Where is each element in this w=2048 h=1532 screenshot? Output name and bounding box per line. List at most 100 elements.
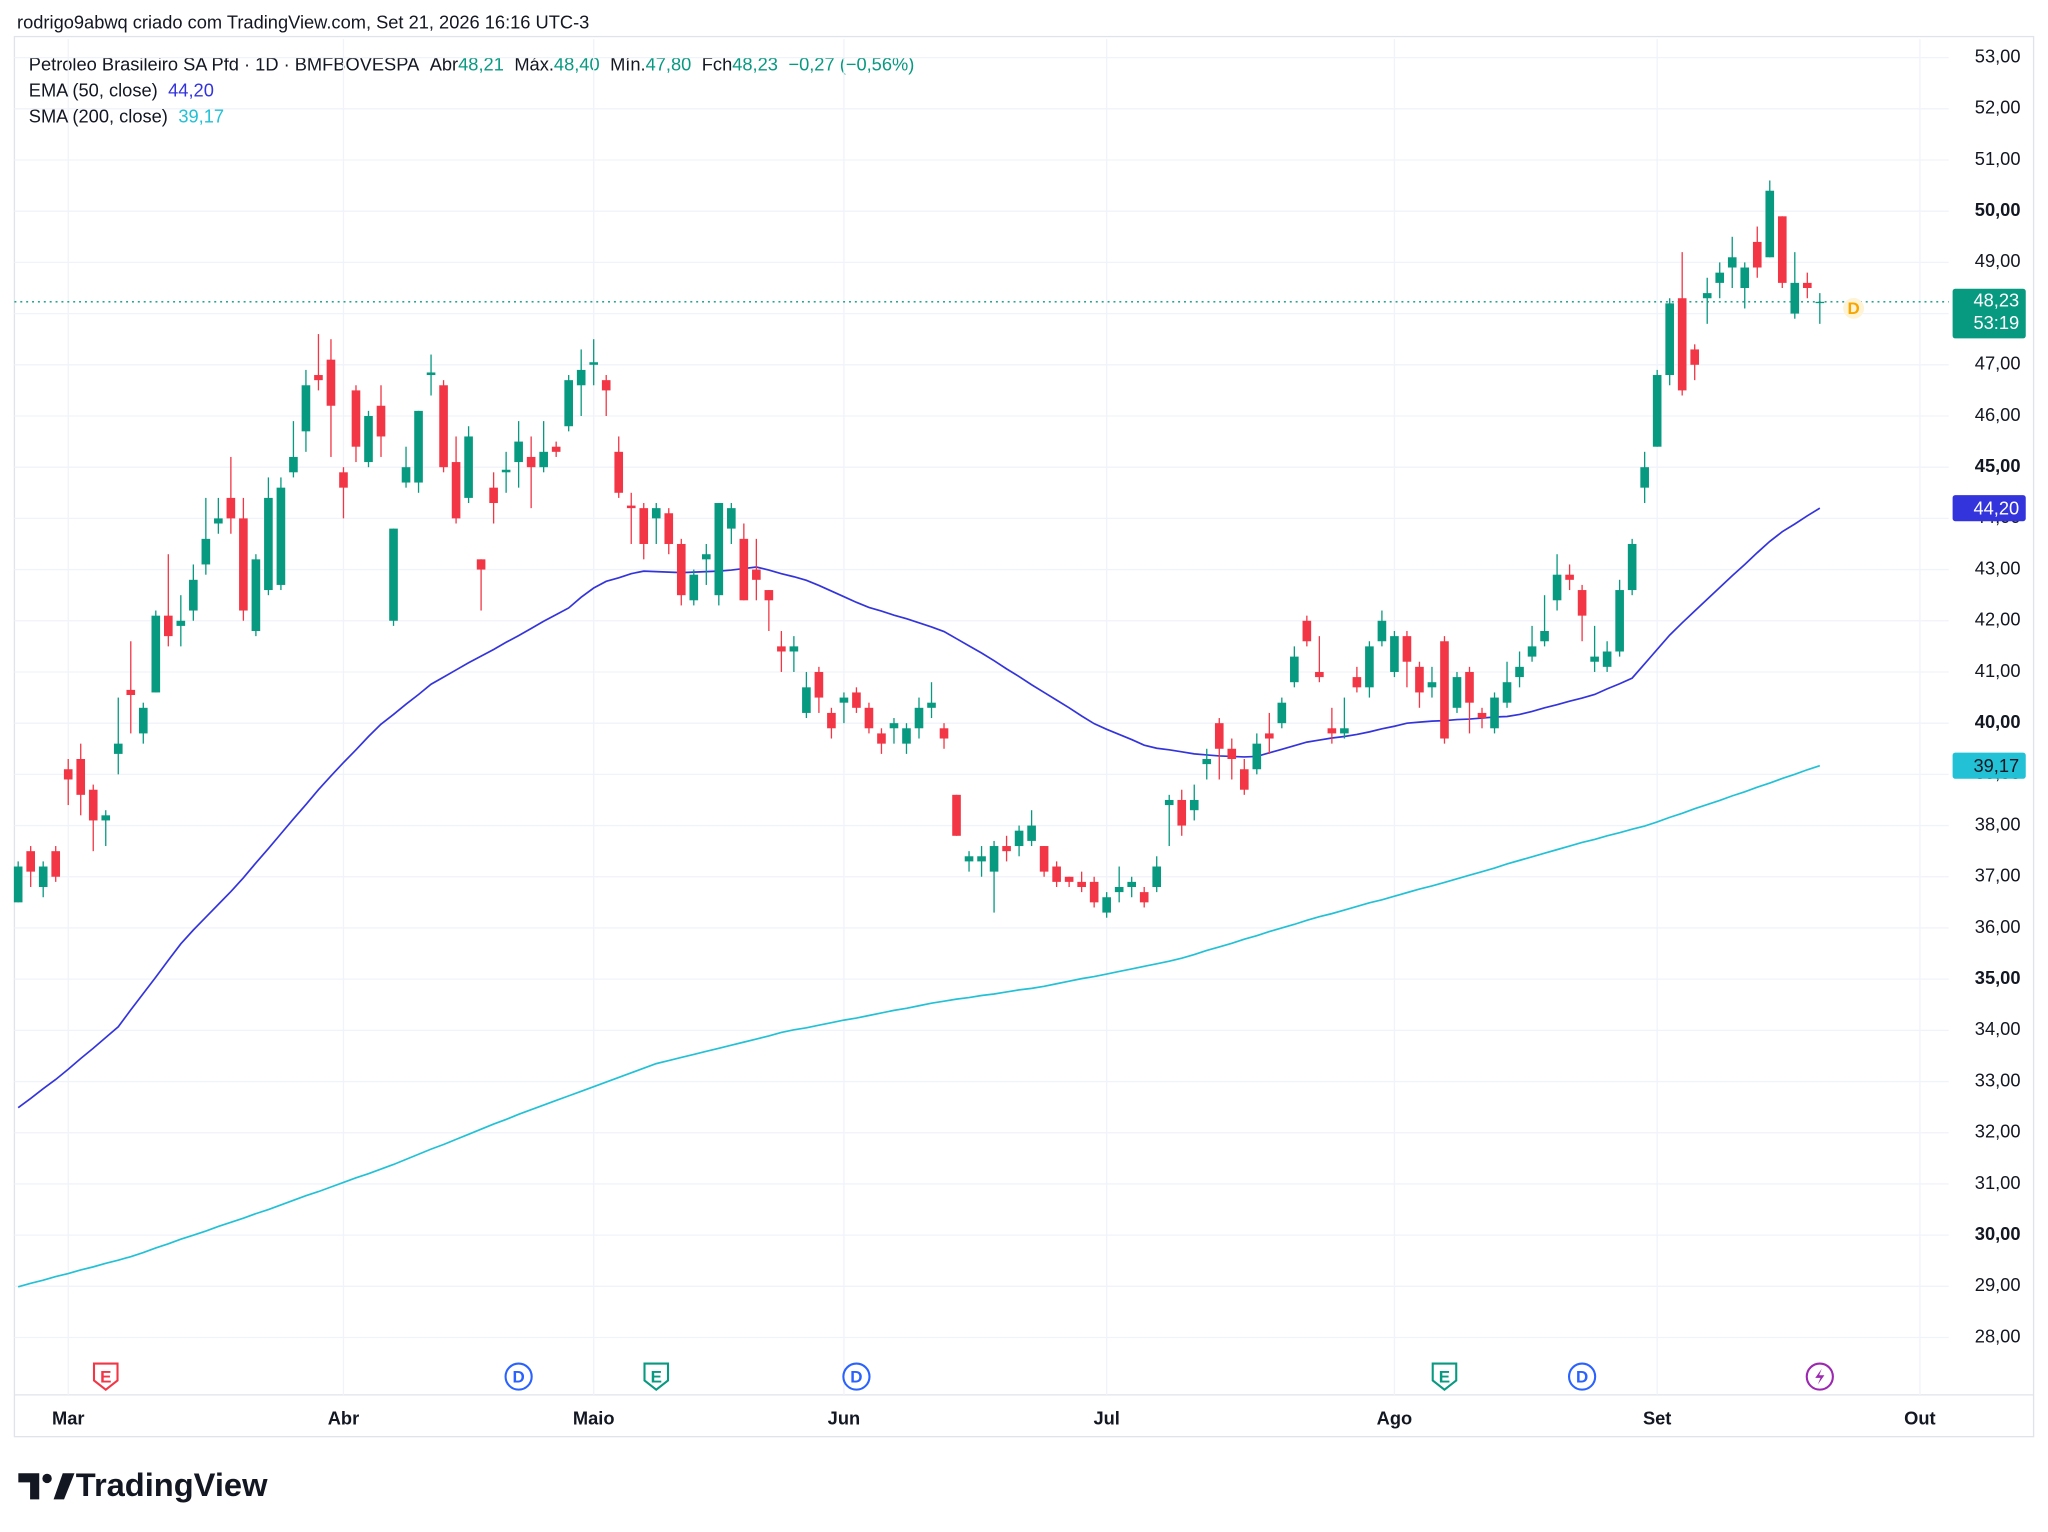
candle-body [1302,620,1312,642]
candle-body [1440,641,1449,739]
ohlc-value: 48,40 [554,53,600,74]
logo-mark [42,1473,52,1484]
candle-body [138,707,148,734]
candle-body [1640,467,1649,488]
candle-body [339,472,348,488]
candle-body [576,369,586,386]
candle-body [63,769,73,780]
candle-body [76,759,86,795]
candle-body [551,446,561,452]
candle-body [1089,881,1099,903]
candle-body [1740,267,1750,288]
candle-body [1540,631,1549,642]
candle-body [839,697,849,703]
candle-body [1077,881,1086,887]
candle-body [626,505,636,509]
event-label: E [100,1367,111,1386]
candle-body [251,559,261,632]
candle-body [1552,574,1562,601]
candle-body [214,518,223,524]
candle-body [426,372,436,376]
candle-body [1164,799,1174,806]
candle-body [414,410,423,483]
event-label: D [850,1367,862,1386]
candle-body [489,487,498,504]
y-tick-label: 47,00 [1975,353,2021,374]
event-badge [504,1362,533,1391]
candle-body [1802,282,1812,288]
candle-body [1490,697,1499,729]
event-marker: E [1431,1362,1458,1391]
candle-body [1039,846,1049,872]
tradingview-logo: TradingView [18,1466,268,1503]
x-tick-label: Maio [573,1408,615,1429]
candle-body [1002,846,1011,852]
candle-body [614,451,624,493]
event-badge [1567,1362,1597,1391]
candle-body [1027,825,1036,841]
candle-body [1177,799,1187,826]
indicator-name: EMA (50, close) [29,79,158,100]
candle-body [1652,375,1662,447]
indicator-name: SMA (200, close) [29,105,168,126]
candle-body [1415,666,1424,693]
candle-body [401,467,411,483]
candle-body [51,851,61,877]
future-label: D [1847,299,1859,318]
candle-body [514,441,523,463]
y-tick-label: 37,00 [1975,865,2021,886]
event-icon [1815,1368,1825,1385]
candle-body [1340,728,1349,734]
indicator-line [17,507,1821,1109]
candle-body [939,728,949,739]
candle-body [26,851,35,872]
event-marker [1805,1362,1834,1391]
candle-body [264,497,273,591]
candle-body [1277,702,1287,724]
candle-body [1139,892,1149,903]
candle-body [814,671,824,698]
y-tick-label: 41,00 [1975,660,2021,681]
candle-body [827,712,836,729]
candle-body [1227,748,1237,760]
candle-body [1815,301,1825,304]
ohlc-key: Abr [430,53,458,74]
indicator-badge-label: 44,20 [1973,497,2019,518]
candle-body [201,538,211,565]
candle-body [952,794,961,836]
y-tick-label: 30,00 [1975,1223,2021,1244]
axes: 28,00 29,00 30,00 31,00 32,00 33,00 34,00 35,00… [52,45,2026,1429]
indicator-badge [1952,752,2026,779]
candle-body [927,702,936,708]
chart-frame [13,35,2035,1438]
candle-body [239,518,248,611]
y-tick-label: 45,00 [1975,455,2021,476]
candle-body [1702,293,1712,299]
x-tick-label: Jul [1093,1408,1119,1429]
event-badge [643,1362,670,1391]
future-marker: D [1843,297,1865,319]
candle-body [964,856,974,862]
candle-body [977,856,986,862]
candle-body [639,508,649,544]
event-label: D [512,1367,524,1386]
event-label: E [1439,1367,1450,1386]
event-marker: E [643,1362,670,1391]
candle-body [464,436,473,498]
candle-body [1765,190,1775,258]
candle-body [38,866,48,887]
y-tick-label: 46,00 [1975,404,2021,425]
countdown-label: 53:19 [1973,312,2019,333]
candle-body [1214,723,1224,749]
y-tick-label: 32,00 [1975,1121,2021,1142]
y-tick-label: 42,00 [1975,609,2021,630]
candle-body [1352,677,1362,688]
symbol: Petroleo Brasileiro SA Pfd · 1D · BMFBOV… [29,53,420,74]
ohlc-key: Mín. [610,53,646,74]
candle-body [1627,543,1637,591]
candle-body [601,380,611,391]
candle-body [1052,866,1061,882]
indicator-legend: SMA (200, close) 39,17 [29,105,224,126]
candle-body [676,543,686,596]
